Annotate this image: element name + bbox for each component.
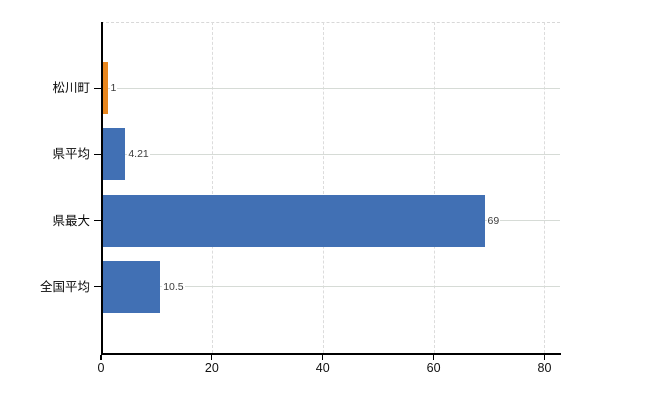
- gridline-vertical-60: [433, 22, 435, 353]
- gridline-horizontal-0: [101, 87, 560, 89]
- plot-top-border: [101, 22, 560, 23]
- bar-value-label-3: 10.5: [162, 279, 185, 294]
- bar-1: [102, 128, 126, 181]
- category-label-2: 県最大: [52, 213, 90, 228]
- x-axis-tick-20: [211, 354, 213, 360]
- bar-0: [102, 62, 108, 115]
- category-label-0: 松川町: [52, 81, 90, 96]
- bar-3: [102, 260, 161, 313]
- category-label-3: 全国平均: [39, 279, 90, 294]
- y-axis-line: [101, 22, 103, 355]
- x-axis-tick-label-40: 40: [315, 361, 330, 375]
- bar-value-label-1: 4.21: [127, 147, 150, 162]
- bar-value-label-0: 1: [109, 81, 118, 96]
- gridline-horizontal-3: [101, 286, 560, 288]
- gridline-vertical-20: [211, 22, 213, 353]
- gridline-vertical-40: [322, 22, 324, 353]
- x-axis-tick-0: [100, 354, 102, 360]
- x-axis-tick-label-80: 80: [537, 361, 552, 375]
- gridline-vertical-80: [544, 22, 546, 353]
- category-label-1: 県平均: [52, 147, 90, 162]
- y-axis-tick-0: [94, 87, 101, 89]
- y-axis-tick-2: [94, 220, 101, 222]
- y-axis-tick-1: [94, 153, 101, 155]
- gridline-horizontal-1: [101, 153, 560, 155]
- y-axis-tick-3: [94, 286, 101, 288]
- bar-value-label-2: 69: [486, 213, 501, 228]
- bar-2: [102, 194, 485, 247]
- x-axis-tick-40: [322, 354, 324, 360]
- x-axis-tick-label-20: 20: [204, 361, 219, 375]
- x-axis-line: [101, 353, 561, 355]
- x-axis-tick-60: [433, 354, 435, 360]
- x-axis-tick-label-60: 60: [426, 361, 441, 375]
- x-axis-tick-80: [543, 354, 546, 360]
- x-axis-tick-label-0: 0: [97, 361, 105, 375]
